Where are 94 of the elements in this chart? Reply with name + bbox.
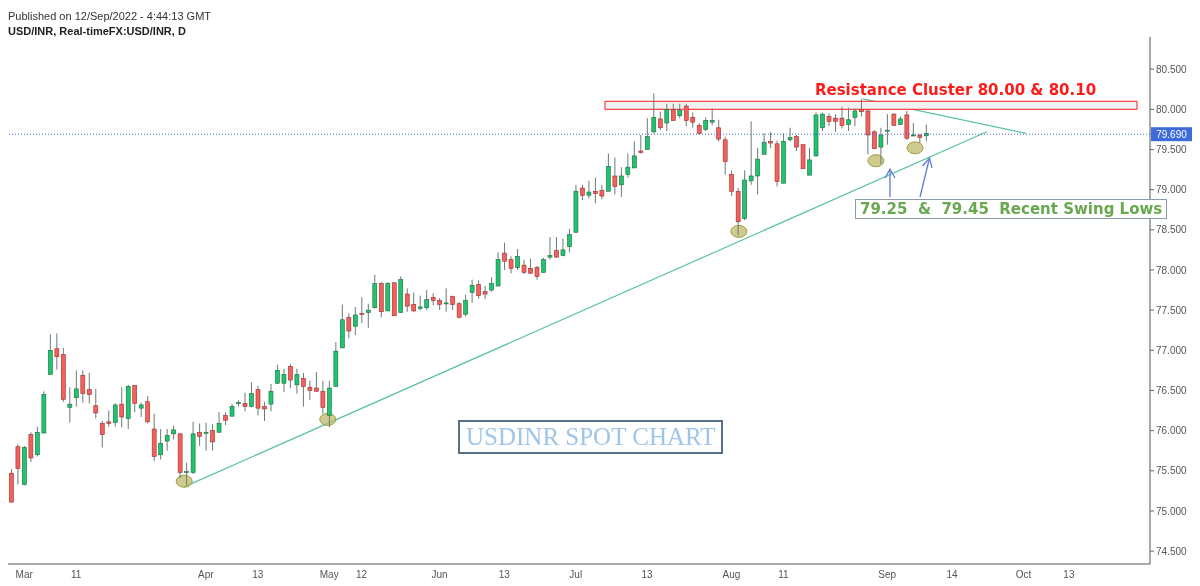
point	[175, 474, 193, 488]
candlestick	[54, 332, 60, 371]
candlestick	[216, 411, 222, 433]
y-tick-label: 76.000	[1156, 425, 1188, 437]
candlestick	[729, 169, 734, 197]
annotation: USDINR SPOT CHART	[458, 420, 724, 454]
candlestick	[645, 117, 650, 150]
candlestick	[443, 287, 449, 313]
y-tick-label: 77.000	[1156, 344, 1188, 356]
y-tick-label: 79.500	[1156, 144, 1188, 156]
candlestick	[288, 363, 293, 389]
candlestick	[560, 238, 566, 257]
candlestick	[547, 236, 553, 261]
candlestick	[612, 157, 618, 195]
x-tick-label: Apr	[198, 569, 215, 581]
candlestick	[93, 388, 99, 420]
candlestick	[80, 369, 86, 404]
x-tick-label: Jul	[569, 569, 583, 581]
x-tick-label: 13	[641, 569, 654, 581]
candlestick	[469, 279, 475, 304]
candlestick	[787, 127, 793, 142]
candlestick	[86, 372, 92, 404]
candlestick	[15, 443, 21, 485]
candlestick	[346, 312, 352, 339]
candlestick	[294, 368, 300, 395]
candlestick	[632, 140, 637, 169]
candlestick	[657, 111, 663, 131]
band-label: Resistance Cluster 80.00 & 80.10	[814, 81, 1097, 100]
y-tick-label: 79.000	[1156, 184, 1188, 196]
candlestick	[567, 228, 572, 253]
candlestick	[158, 428, 163, 461]
candlestick	[28, 431, 34, 463]
x-tick-label: Sep	[878, 569, 897, 581]
candlestick	[164, 428, 170, 452]
candlestick	[353, 306, 358, 336]
candlestick	[515, 248, 520, 271]
candlestick	[807, 147, 812, 176]
candlestick	[904, 110, 910, 141]
x-tick-label: Jun	[431, 569, 448, 581]
candlestick	[852, 108, 858, 127]
candlestick	[885, 113, 890, 146]
x-tick-label: 11	[70, 569, 82, 581]
candlestick	[366, 303, 371, 329]
candlestick	[268, 383, 274, 412]
x-tick-label: Oct	[1015, 569, 1032, 581]
candlestick	[119, 386, 125, 428]
candlestick	[301, 372, 306, 408]
candlestick	[716, 119, 721, 142]
candlestick	[463, 294, 468, 318]
candlestick	[664, 103, 670, 132]
candlestick	[625, 152, 631, 179]
x-tick-label: 12	[356, 569, 368, 581]
x-tick-label: 13	[498, 569, 511, 581]
x-tick-label: 14	[946, 569, 959, 581]
candlestick	[112, 402, 118, 428]
candlestick	[242, 392, 248, 412]
annotation: 79.25 & 79.45 Recent Swing Lows	[855, 199, 1168, 219]
y-tick-label: 77.500	[1156, 304, 1188, 316]
y-tick-label: 75.000	[1156, 505, 1188, 517]
x-tick-label: May	[319, 569, 339, 581]
candlestick	[249, 381, 254, 408]
x-tick-label: Mar	[15, 569, 34, 581]
candlestick	[67, 386, 73, 424]
candlestick	[586, 180, 592, 199]
y-tick-label: 76.500	[1156, 385, 1188, 397]
candlestick	[619, 166, 624, 198]
candlestick	[203, 422, 209, 452]
y-tick-label: 80.000	[1156, 103, 1188, 115]
point	[730, 224, 748, 238]
candlestick	[197, 422, 202, 447]
y-tick-label: 78.000	[1156, 264, 1188, 276]
y-tick-label: 80.500	[1156, 63, 1188, 75]
candlestick	[554, 236, 559, 259]
candlestick	[722, 136, 728, 175]
x-tick-label: 13	[252, 569, 264, 581]
candlestick	[878, 127, 884, 165]
point	[906, 141, 924, 155]
candlestick	[132, 384, 138, 413]
candlestick	[359, 296, 365, 324]
candlestick	[846, 107, 851, 132]
ref-line-label: 79.690	[1156, 129, 1188, 141]
y-tick-label: 74.500	[1156, 545, 1188, 557]
text: Published on 12/Sep/2022 - 4:44:13 GMT	[8, 10, 212, 22]
x-tick-label: Aug	[722, 569, 741, 581]
candlestick	[210, 423, 215, 452]
x-tick-label: 13	[1063, 569, 1075, 581]
candlestick	[651, 92, 657, 134]
candlestick	[761, 132, 767, 155]
chart-title: USD/INR, Real-timeFX:USD/INR, D	[8, 25, 186, 37]
candlestick	[74, 369, 79, 408]
x-tick-label: 11	[778, 569, 790, 581]
candlestick	[145, 395, 150, 424]
y-tick-label: 78.500	[1156, 224, 1188, 236]
y-tick-label: 75.500	[1156, 465, 1188, 477]
